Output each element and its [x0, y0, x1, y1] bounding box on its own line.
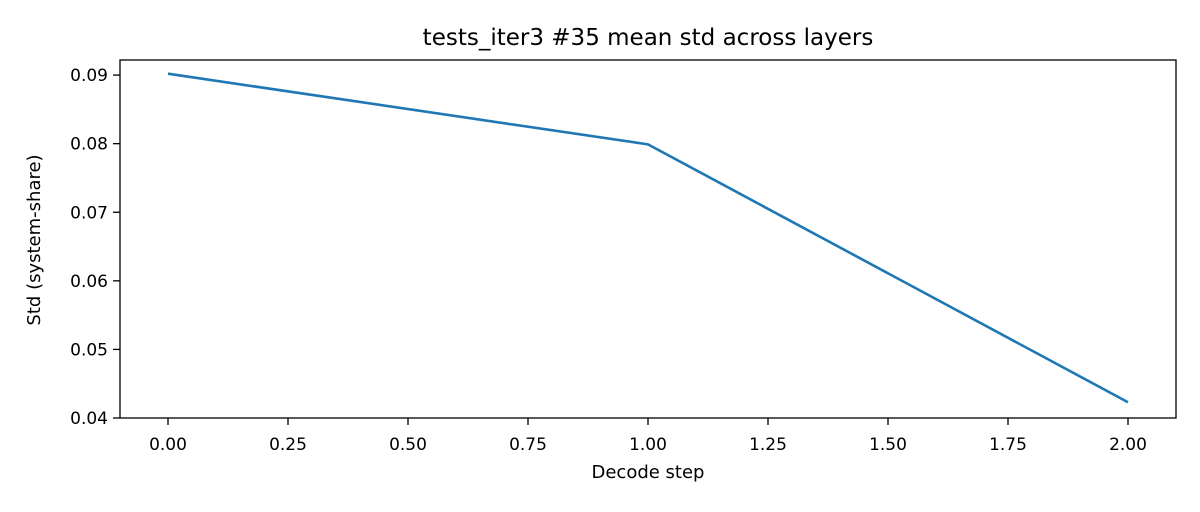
y-tick-label: 0.05 [70, 340, 108, 360]
plot-frame [119, 59, 1177, 419]
x-tick-label: 1.50 [869, 435, 907, 455]
chart-title: tests_iter3 #35 mean std across layers [423, 25, 874, 51]
y-tick-label: 0.08 [70, 135, 108, 155]
x-tick-label: 1.25 [749, 435, 787, 455]
y-tick-label: 0.06 [70, 272, 108, 292]
x-tick-label: 0.75 [509, 435, 547, 455]
series-line [167, 72, 1129, 404]
x-axis-label: Decode step [591, 462, 704, 483]
y-tick-label: 0.09 [70, 66, 108, 86]
y-tick-label: 0.04 [70, 409, 108, 429]
y-axis-label: Std (system-share) [24, 154, 45, 325]
x-tick-label: 1.75 [989, 435, 1027, 455]
series-group [167, 72, 1129, 404]
x-tick-label: 1.00 [629, 435, 667, 455]
x-tick-label: 0.00 [149, 435, 187, 455]
y-tick-label: 0.07 [70, 203, 108, 223]
x-tick-label: 0.50 [389, 435, 427, 455]
x-tick-label: 0.25 [269, 435, 307, 455]
y-axis: 0.04 0.05 0.06 0.07 0.08 0.09 [70, 66, 120, 429]
x-tick-label: 2.00 [1109, 435, 1147, 455]
x-axis: 0.00 0.25 0.50 0.75 1.00 1.25 1.50 1.75 2.00 [149, 418, 1147, 455]
